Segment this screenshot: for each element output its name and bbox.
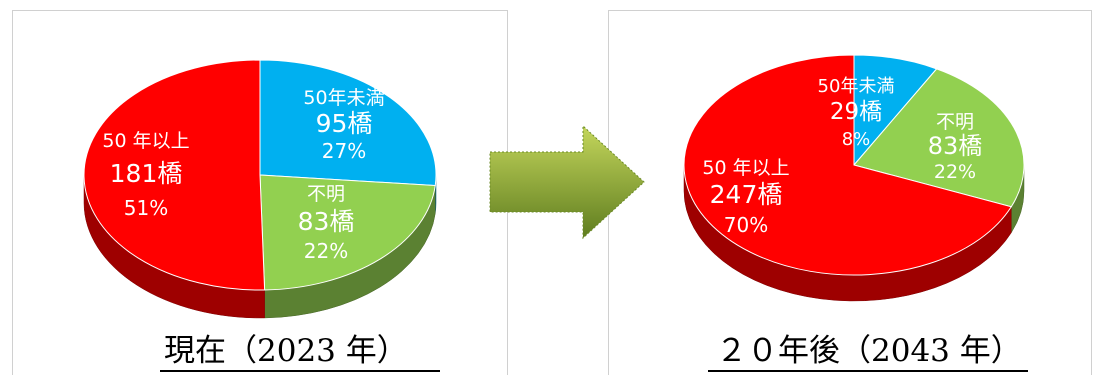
slice-count-2: 247橋 bbox=[710, 180, 783, 209]
slice-count-2: 181橋 bbox=[110, 159, 183, 188]
slice-count-0: 29橋 bbox=[830, 99, 882, 125]
slice-percent-2: 51% bbox=[124, 196, 168, 220]
slice-label-2: 50 年以上 bbox=[702, 157, 789, 179]
pie-slice-2 bbox=[683, 54, 1013, 276]
caption-underline-current bbox=[160, 370, 440, 372]
pie-slice-1 bbox=[259, 174, 436, 291]
slice-label-1: 不明 bbox=[936, 111, 974, 133]
slice-label-0: 50年未満 bbox=[818, 76, 895, 97]
slice-count-0: 95橋 bbox=[316, 109, 373, 138]
slice-percent-0: 8% bbox=[842, 129, 871, 150]
pie-slice-0 bbox=[259, 59, 437, 187]
pie-slice-2 bbox=[83, 59, 266, 291]
slice-percent-1: 22% bbox=[934, 161, 976, 183]
slice-percent-0: 27% bbox=[322, 139, 366, 163]
slice-label-0: 50年未満 bbox=[303, 87, 384, 109]
caption-current: 現在（2023 年） bbox=[164, 333, 408, 369]
slice-label-1: 不明 bbox=[307, 183, 345, 205]
pie-slice-1 bbox=[853, 68, 1025, 208]
arrow-right-icon bbox=[489, 124, 645, 240]
slice-percent-2: 70% bbox=[724, 213, 768, 237]
slice-percent-1: 22% bbox=[304, 239, 348, 263]
slice-label-2: 50 年以上 bbox=[102, 130, 189, 152]
slice-count-1: 83橋 bbox=[298, 207, 355, 236]
slice-count-1: 83橋 bbox=[928, 132, 983, 160]
caption-underline-future bbox=[708, 370, 1028, 372]
caption-future: ２０年後（2043 年） bbox=[716, 333, 1022, 369]
